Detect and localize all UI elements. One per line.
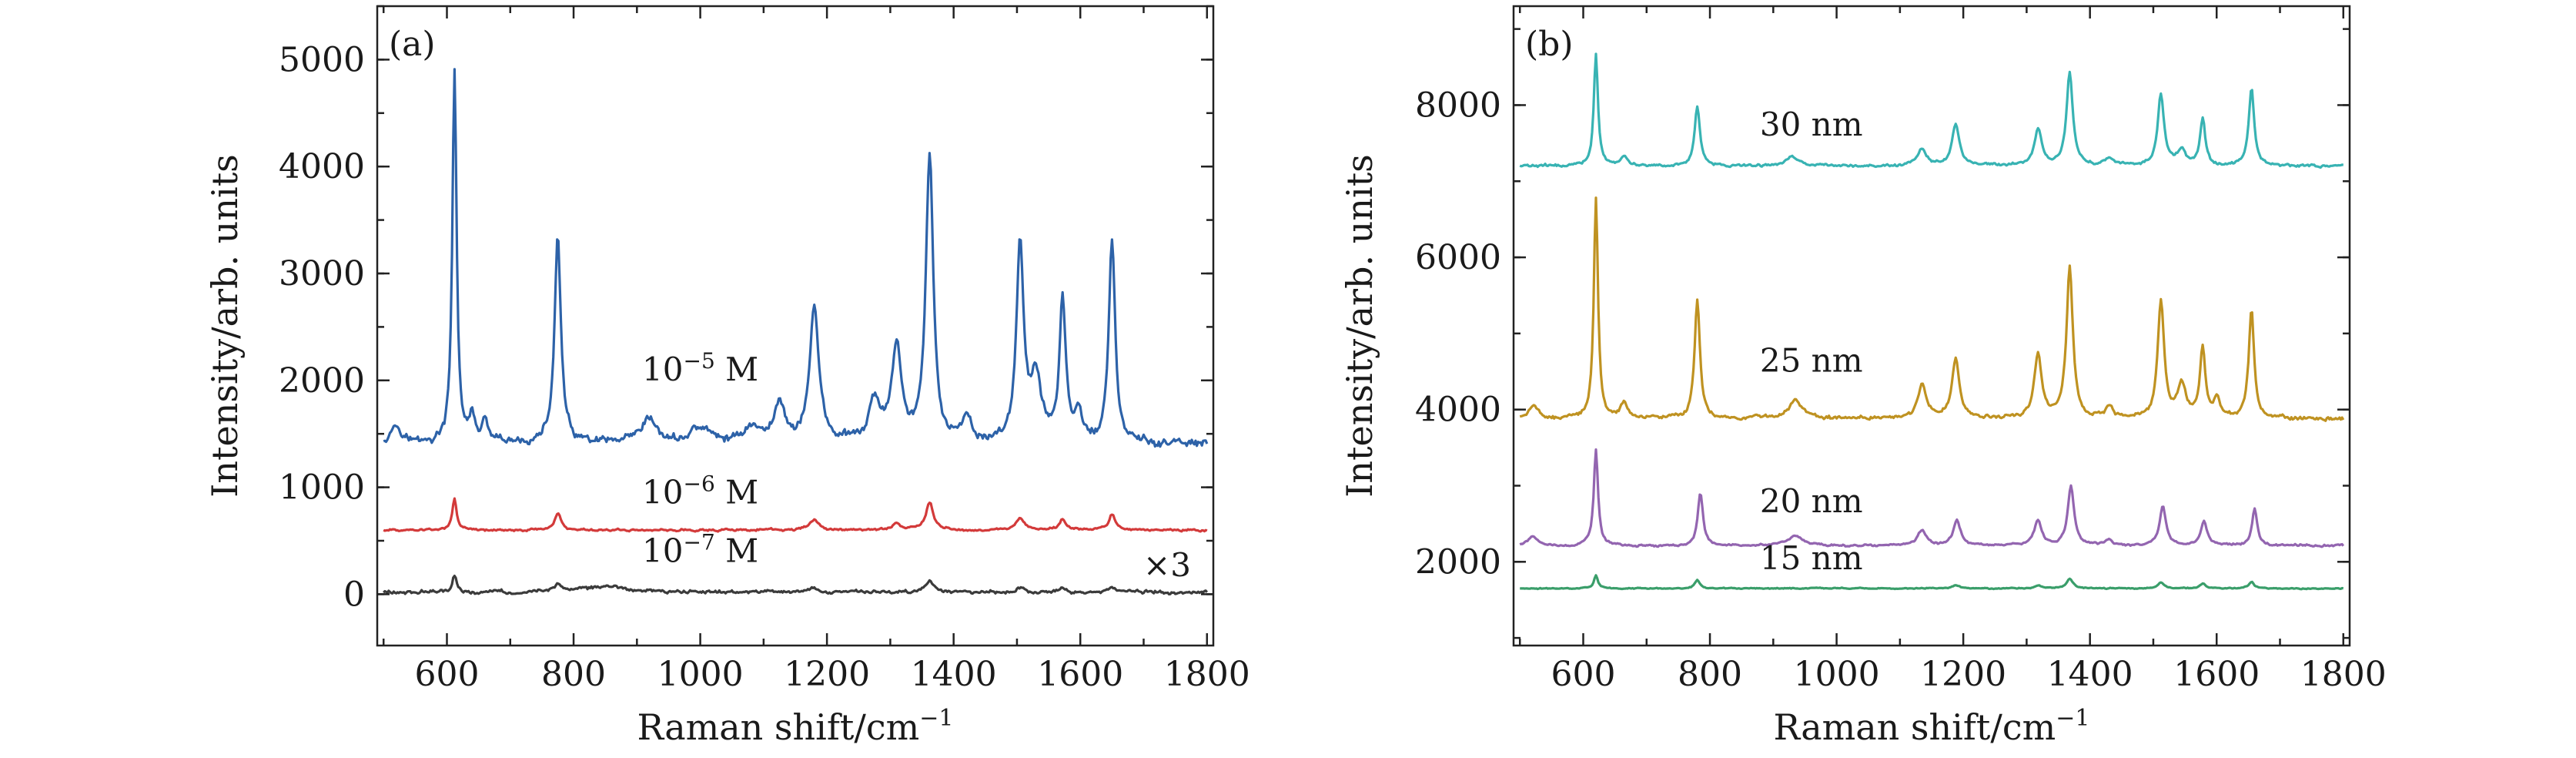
- panel-a-plot-frame: [376, 5, 1215, 647]
- panel-a-x-tick-label: 1400: [911, 655, 997, 694]
- panel-b-traces: [1519, 52, 2345, 591]
- panel-a-y-tick-label: 1000: [279, 468, 365, 508]
- panel-a-series-label: 10−6 M: [642, 471, 758, 511]
- panel-a-annotation-x3: ×3: [1143, 546, 1191, 584]
- panel-b-y-tick-label: 4000: [1415, 391, 1501, 430]
- panel-b-series-line: [1520, 574, 2344, 591]
- panel-a-x-tick-label: 600: [415, 655, 480, 694]
- panel-a-x-axis-title: Raman shift/cm−1: [637, 705, 954, 748]
- panel-a-series-line: [383, 497, 1208, 533]
- panel-b: 600 800 1000 1200 1400 1600 1800 2000 4000 6000 80…: [1339, 5, 2387, 748]
- panel-b-series-label: 25 nm: [1760, 341, 1863, 379]
- panel-a-traces: [383, 68, 1209, 595]
- panel-b-series-label: 30 nm: [1760, 106, 1863, 143]
- panel-b-series-line: [1519, 448, 2345, 548]
- panel-b-series-line: [1519, 52, 2343, 169]
- panel-a-series-label: 10−7 M: [642, 530, 758, 570]
- panel-a: 600 800 1000 1200 1400 1600 1800 0 1000 2000 3000 4…: [204, 5, 1250, 748]
- panel-b-x-tick-label: 1200: [1920, 655, 2006, 694]
- panel-b-y-tick-label: 2000: [1415, 542, 1501, 582]
- panel-a-y-tick-label: 3000: [279, 254, 365, 293]
- panel-a-ticks: 600 800 1000 1200 1400 1600 1800 0 1000 2000 3000 4…: [279, 5, 1250, 694]
- panel-a-y-axis-title: Intensity/arb. units: [204, 154, 246, 498]
- panel-b-ticks: 600 800 1000 1200 1400 1600 1800 2000 4000 6000 80…: [1415, 6, 2387, 694]
- panel-b-plot-frame: [1512, 5, 2351, 647]
- panel-a-y-tick-label: 5000: [279, 40, 365, 79]
- panel-b-y-tick-label: 6000: [1415, 238, 1501, 277]
- panel-a-series-label: 10−5 M: [642, 348, 758, 388]
- panel-a-y-tick-label: 4000: [279, 147, 365, 186]
- panel-b-x-tick-label: 1000: [1794, 655, 1880, 694]
- panel-a-series-line: [383, 68, 1209, 448]
- panel-a-series-line: [383, 575, 1209, 595]
- panel-a-x-tick-label: 1200: [784, 655, 870, 694]
- panel-a-x-tick-label: 1600: [1037, 655, 1123, 694]
- panel-b-x-tick-label: 600: [1551, 655, 1616, 694]
- panel-b-x-tick-label: 800: [1678, 655, 1742, 694]
- panel-b-x-axis-title: Raman shift/cm−1: [1774, 705, 2090, 748]
- panel-a-label: (a): [389, 25, 436, 64]
- panel-a-y-tick-label: 0: [343, 575, 365, 614]
- panel-b-series-line: [1519, 196, 2345, 422]
- panel-b-x-tick-label: 1400: [2047, 655, 2133, 694]
- panel-b-series-label: 20 nm: [1760, 482, 1863, 520]
- panel-b-x-tick-label: 1800: [2300, 655, 2387, 694]
- panel-a-x-tick-label: 1800: [1164, 655, 1250, 694]
- panel-b-y-tick-label: 8000: [1415, 86, 1501, 125]
- panel-b-x-tick-label: 1600: [2173, 655, 2260, 694]
- panel-a-series-labels: 10−5 M 10−6 M 10−7 M: [642, 348, 758, 570]
- panel-b-label: (b): [1525, 25, 1574, 64]
- panel-b-series-labels: 30 nm 25 nm 20 nm 15 nm: [1760, 106, 1863, 577]
- panel-a-x-tick-label: 1000: [657, 655, 744, 694]
- panel-b-y-axis-title: Intensity/arb. units: [1339, 154, 1380, 498]
- panel-a-y-tick-label: 2000: [279, 361, 365, 401]
- panel-a-x-tick-label: 800: [541, 655, 606, 694]
- panel-b-series-label: 15 nm: [1760, 539, 1863, 577]
